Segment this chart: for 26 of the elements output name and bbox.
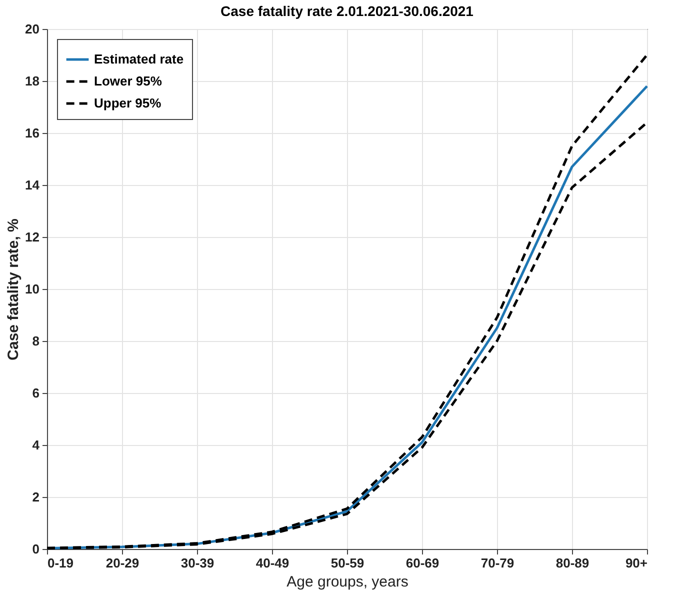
x-tick-label: 90+ <box>625 556 648 570</box>
legend-label: Lower 95% <box>94 74 162 88</box>
x-tick-label: 40-49 <box>256 556 290 570</box>
y-tick-label: 2 <box>32 490 40 504</box>
x-tick-label: 20-29 <box>106 556 140 570</box>
chart-title: Case fatality rate 2.01.2021-30.06.2021 <box>220 3 474 19</box>
y-tick-label: 0 <box>32 542 40 556</box>
y-tick-label: 12 <box>25 230 40 244</box>
y-tick-label: 16 <box>25 126 40 140</box>
x-tick-label: 50-59 <box>330 556 364 570</box>
legend-label: Estimated rate <box>94 52 184 66</box>
y-tick-label: 14 <box>25 178 40 192</box>
x-tick-label: 70-79 <box>480 556 514 570</box>
x-tick-label: 60-69 <box>406 556 440 570</box>
legend-label: Upper 95% <box>94 96 162 110</box>
y-tick-label: 8 <box>32 334 40 348</box>
y-tick-label: 18 <box>25 74 40 88</box>
x-axis-title: Age groups, years <box>286 574 408 590</box>
y-axis-title: Case fatality rate, % <box>5 218 22 360</box>
y-tick-label: 4 <box>32 438 40 452</box>
x-tick-label: 80-89 <box>556 556 590 570</box>
y-tick-label: 20 <box>25 22 40 36</box>
y-tick-label: 6 <box>32 386 40 400</box>
x-tick-label: 30-39 <box>180 556 214 570</box>
x-tick-label: 0-19 <box>48 556 74 570</box>
y-tick-label: 10 <box>25 282 40 296</box>
